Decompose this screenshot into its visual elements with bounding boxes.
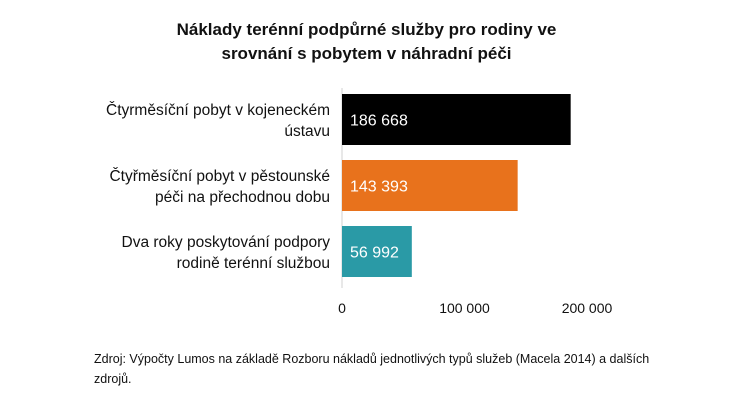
category-label-2-line-1: Čtyřměsíční pobyt v pěstounské	[109, 168, 330, 185]
category-label-3-line-2: rodině terénní službou	[177, 255, 330, 272]
category-label-1-line-1: Čtyrměsíční pobyt v kojeneckém	[106, 102, 330, 119]
chart-title: Náklady terénní podpůrné služby pro rodi…	[0, 18, 733, 66]
chart-title-line-1: Náklady terénní podpůrné služby pro rodi…	[176, 20, 557, 39]
bar-value-label-3: 56 992	[350, 245, 399, 262]
category-label-2-line-2: péči na přechodnou dobu	[155, 189, 330, 206]
bar-2	[342, 160, 518, 211]
chart-title-line-2: srovnání s pobytem v náhradní péči	[221, 44, 512, 63]
bar-value-label-2: 143 393	[350, 179, 408, 196]
source-note: Zdroj: Výpočty Lumos na základě Rozboru …	[94, 352, 650, 386]
category-label-1-line-2: ústavu	[284, 123, 330, 140]
bar-value-label-1: 186 668	[350, 113, 408, 130]
x-tick-label-3: 200 000	[562, 300, 613, 316]
bar-1	[342, 94, 571, 145]
x-tick-label-1: 0	[338, 300, 346, 316]
x-tick-label-2: 100 000	[439, 300, 490, 316]
category-label-3-line-1: Dva roky poskytování podpory	[122, 234, 331, 251]
bar-3	[342, 226, 412, 277]
